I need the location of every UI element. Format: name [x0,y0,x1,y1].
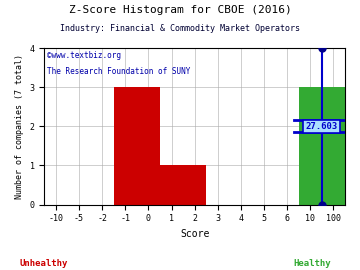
Bar [114,87,160,204]
Text: Industry: Financial & Commodity Market Operators: Industry: Financial & Commodity Market O… [60,24,300,33]
Bar [160,166,206,204]
Text: Healthy: Healthy [293,259,331,268]
Text: 27.603: 27.603 [306,122,338,131]
Bar [299,87,345,204]
Text: Unhealthy: Unhealthy [19,259,67,268]
Y-axis label: Number of companies (7 total): Number of companies (7 total) [15,54,24,199]
Text: The Research Foundation of SUNY: The Research Foundation of SUNY [47,67,191,76]
Text: ©www.textbiz.org: ©www.textbiz.org [47,51,121,60]
Text: Z-Score Histogram for CBOE (2016): Z-Score Histogram for CBOE (2016) [69,5,291,15]
X-axis label: Score: Score [180,229,209,239]
